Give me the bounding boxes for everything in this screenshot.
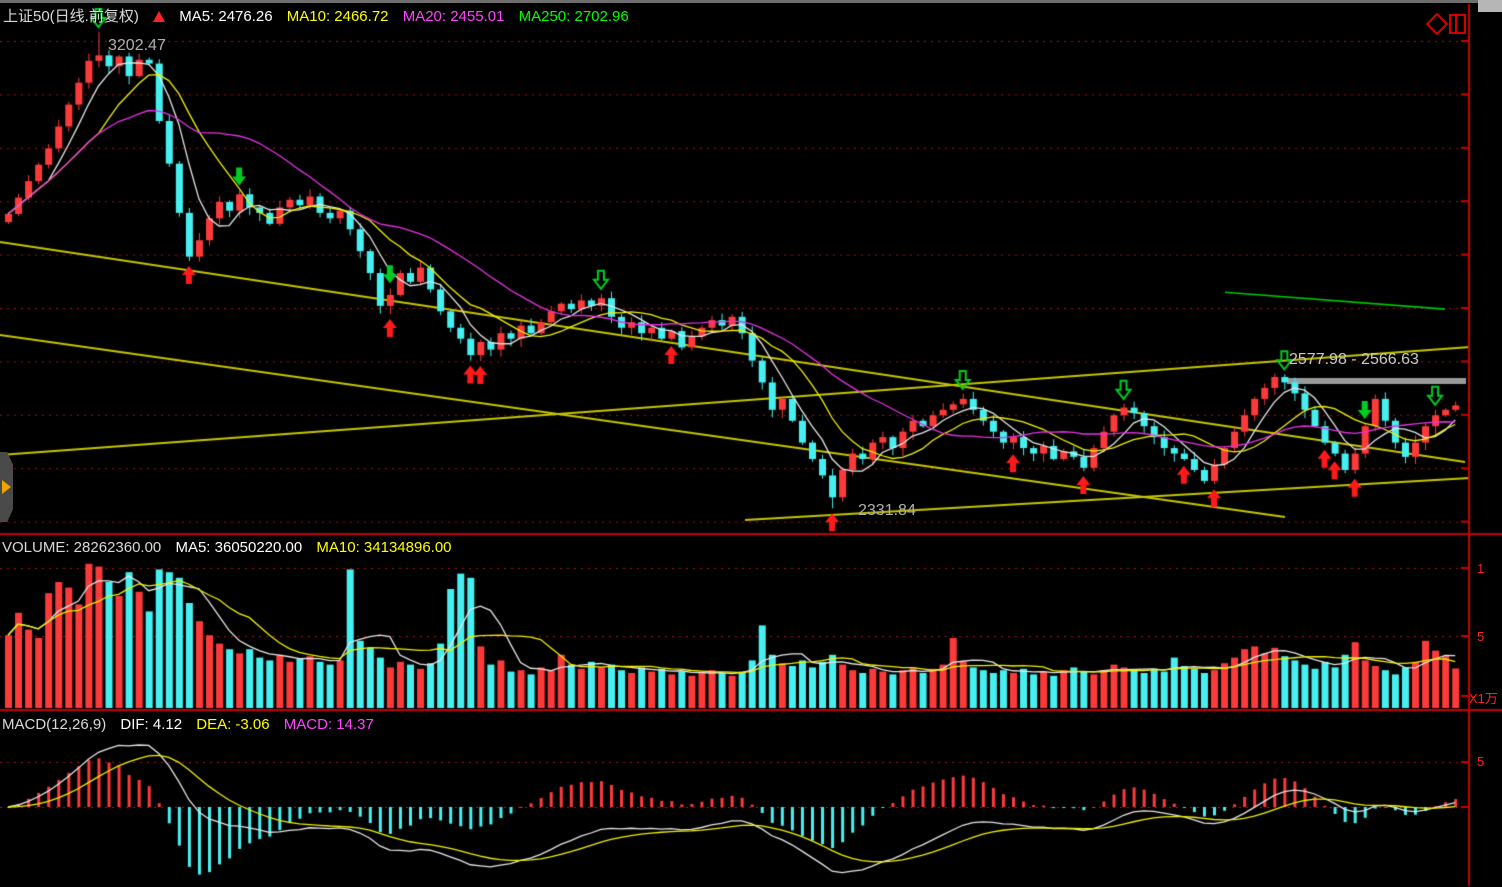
volume-header: VOLUME: 28262360.00 MA5: 36050220.00 MA1… [2, 539, 462, 556]
volume-value: VOLUME: 28262360.00 [2, 539, 162, 556]
volume-ma10-value: MA10: 34134896.00 [316, 539, 452, 556]
macd-header: MACD(12,26,9) DIF: 4.12 DEA: -3.06 MACD:… [2, 716, 384, 733]
range-price-label: 2577.98 - 2566.63 [1289, 351, 1419, 368]
ma20-value: MA20: 2455.01 [402, 8, 505, 25]
volume-axis-label-mid: 5 [1477, 629, 1485, 644]
main-chart-header: 上证50(日线.前复权) MA5: 2476.26 MA10: 2466.72 … [3, 8, 639, 25]
dif-value: DIF: 4.12 [120, 716, 183, 733]
trend-up-icon [153, 11, 166, 22]
macd-name: MACD(12,26,9) [2, 716, 107, 733]
volume-axis-label-top: 1 [1477, 561, 1485, 576]
side-panel-handle[interactable] [0, 452, 13, 522]
volume-ma5-value: MA5: 36050220.00 [175, 539, 303, 556]
low-price-label: 2331.84 [858, 502, 916, 519]
dea-value: DEA: -3.06 [196, 716, 270, 733]
ma10-value: MA10: 2466.72 [286, 8, 389, 25]
ma5-value: MA5: 2476.26 [179, 8, 273, 25]
macd-value: MACD: 14.37 [283, 716, 374, 733]
ma250-value: MA250: 2702.96 [518, 8, 629, 25]
window-top-edge [0, 0, 1502, 3]
peak-price-label: 3202.47 [108, 37, 166, 54]
expand-arrow-icon [2, 480, 11, 494]
split-window-icon[interactable] [1449, 14, 1466, 34]
window-corner-control[interactable] [1478, 0, 1502, 12]
volume-unit-label: X1万 [1469, 691, 1498, 706]
instrument-title: 上证50(日线.前复权) [3, 8, 139, 25]
macd-axis-label: 5 [1477, 754, 1485, 769]
